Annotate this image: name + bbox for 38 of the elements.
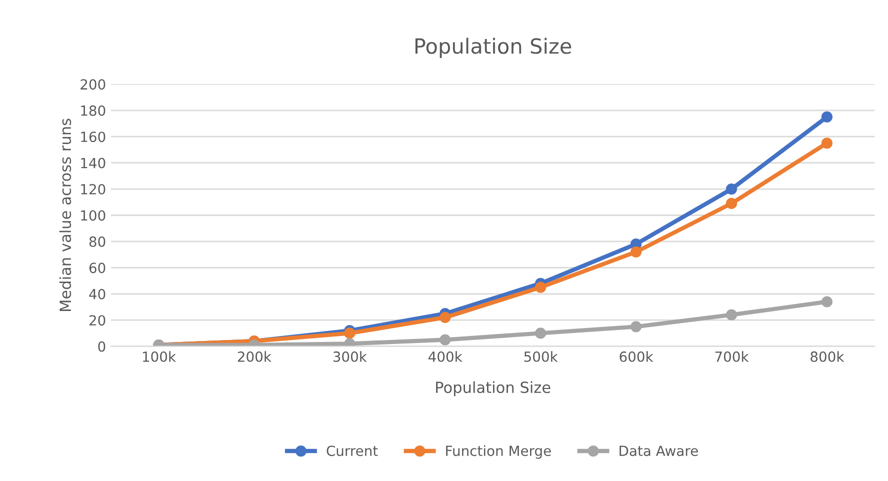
point (440, 312, 451, 324)
y-tick-label: 120 (81, 184, 106, 195)
y-tick-label: 180 (81, 105, 106, 116)
point (821, 296, 833, 308)
y-tick-label: 20 (89, 315, 106, 326)
x-tick-label: 800k (810, 351, 844, 362)
point (726, 198, 738, 210)
y-tick-label: 140 (81, 158, 106, 168)
legend-label: Data Aware (620, 446, 698, 456)
y-tick-label: 0 (98, 341, 106, 352)
point (630, 321, 642, 332)
y-tick-label: 40 (89, 288, 106, 300)
x-tick-label: 300k (333, 351, 367, 362)
y-axis-title: Median value across runs (59, 118, 72, 311)
y-tick-label: 160 (81, 132, 106, 142)
point (821, 111, 833, 122)
x-tick-label: 700k (715, 351, 749, 362)
y-tick-label: 60 (89, 262, 106, 274)
y-tick-label: 100 (81, 210, 106, 221)
point (440, 334, 451, 346)
point (726, 183, 738, 195)
legend-label: Current (326, 446, 378, 456)
x-tick-label: 200k (238, 351, 272, 362)
point (344, 328, 356, 339)
y-tick-label: 200 (80, 79, 106, 90)
y-tick-label: 80 (89, 236, 106, 247)
x-tick-label: 600k (620, 351, 654, 362)
point (630, 246, 642, 258)
x-tick-label: 400k (428, 351, 462, 362)
point (535, 282, 546, 293)
point (535, 328, 546, 339)
x-axis-title: Population Size (436, 381, 550, 396)
x-tick-label: 500k (524, 351, 558, 362)
legend-label: Function Merge (446, 445, 551, 459)
chart-title: Population Size (415, 38, 572, 58)
point (726, 309, 738, 320)
x-tick-label: 100k (142, 351, 176, 362)
point (821, 138, 833, 149)
